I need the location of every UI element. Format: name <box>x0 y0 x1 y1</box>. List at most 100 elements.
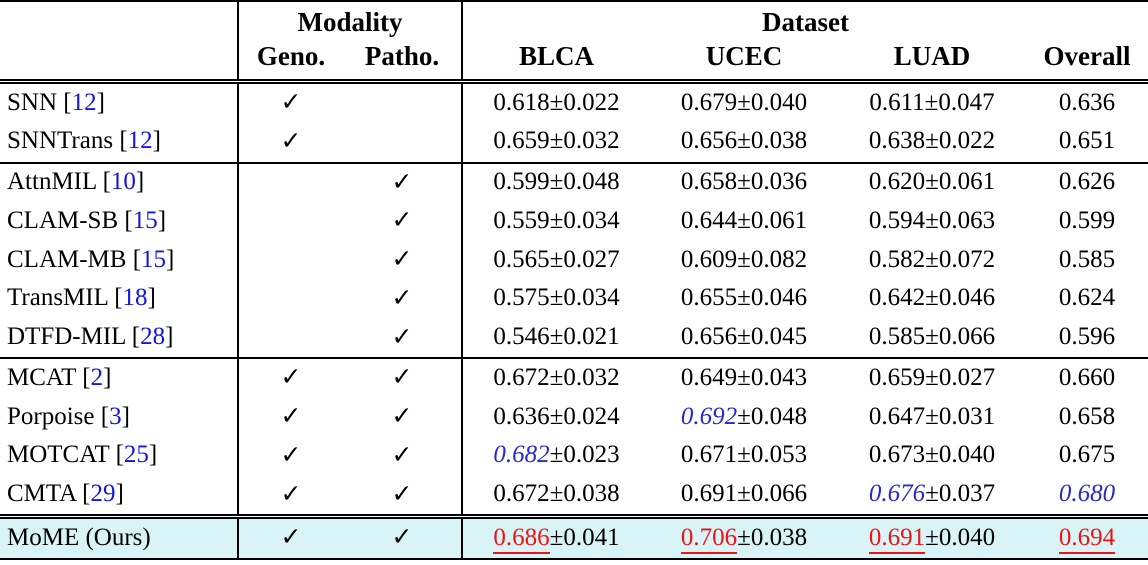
patho-check-cell: ✓ <box>343 437 462 476</box>
score-value: 0.647 <box>868 402 926 430</box>
method-name-cell: MCAT [2] <box>0 357 238 398</box>
table-row: MoME (Ours) ✓ ✓ 0.686±0.041 0.706±0.038 0.691… <box>0 514 1148 559</box>
score-std: ±0.036 <box>737 168 808 195</box>
score-cell: 0.676±0.037 <box>838 476 1026 517</box>
score-cell: 0.594±0.063 <box>838 202 1026 241</box>
citation-link[interactable]: 2 <box>90 363 104 391</box>
score-value: 0.644 <box>680 206 738 234</box>
citation-link[interactable]: 15 <box>141 245 167 273</box>
table-row: MOTCAT [25] ✓ ✓ 0.682±0.023 0.671±0.053 0.673… <box>0 436 1148 476</box>
score-std: ±0.046 <box>925 284 996 312</box>
score-value: 0.642 <box>868 284 926 312</box>
overall-score-cell: 0.599 <box>1026 202 1148 241</box>
score-std: ±0.038 <box>737 523 808 551</box>
checkmark-icon: ✓ <box>280 401 302 430</box>
patho-check-cell: ✓ <box>343 280 462 319</box>
checkmark-icon: ✓ <box>391 205 413 235</box>
score-std: ±0.040 <box>925 441 996 469</box>
header-group-row: Modality Dataset <box>0 1 1148 39</box>
score-cell: 0.618±0.022 <box>461 81 650 123</box>
citation-link[interactable]: 12 <box>71 88 97 116</box>
checkmark-icon: ✓ <box>280 522 302 552</box>
geno-check-cell: ✓ <box>237 514 343 559</box>
citation-link[interactable]: 28 <box>140 323 166 350</box>
score-std: ±0.024 <box>549 402 620 430</box>
score-value: 0.638 <box>868 127 926 155</box>
score-cell: 0.582±0.072 <box>838 241 1026 280</box>
overall-column-header: Overall <box>1026 39 1148 84</box>
citation-link[interactable]: 10 <box>110 168 136 195</box>
method-name-cell: MoME (Ours) <box>0 514 238 559</box>
score-std: ±0.022 <box>925 127 996 155</box>
overall-score-value: 0.624 <box>1058 284 1116 312</box>
patho-check-cell: ✓ <box>343 241 462 280</box>
geno-column-header: Geno. <box>237 39 343 84</box>
table-row: CLAM-MB [15] ✓ 0.565±0.027 0.609±0.082 0.582… <box>0 241 1148 280</box>
overall-score-cell: 0.680 <box>1026 476 1148 517</box>
score-cell: 0.691±0.040 <box>838 514 1026 559</box>
patho-check-cell <box>343 82 462 123</box>
citation-link[interactable]: 3 <box>109 402 122 430</box>
modality-group-header: Modality <box>237 1 462 39</box>
score-std: ±0.038 <box>737 127 808 155</box>
score-cell: 0.611±0.047 <box>838 82 1026 123</box>
method-name-cell: DTFD-MIL [28] <box>7 323 174 350</box>
table-row: MCAT [2] ✓ ✓ 0.672±0.032 0.649±0.043 0.659±0.… <box>0 357 1148 398</box>
overall-score-value: 0.585 <box>1058 245 1116 273</box>
overall-score-value: 0.660 <box>1058 363 1116 391</box>
citation-link[interactable]: 12 <box>127 127 153 155</box>
overall-score-value: 0.658 <box>1058 402 1116 430</box>
score-std: ±0.043 <box>737 363 808 391</box>
score-std: ±0.072 <box>925 245 996 273</box>
citation-link[interactable]: 18 <box>122 284 148 312</box>
method-name: CLAM-SB <box>7 206 119 234</box>
score-value: 0.636 <box>493 402 550 430</box>
score-cell: 0.636±0.024 <box>461 398 650 437</box>
score-cell: 0.638±0.022 <box>838 123 1026 163</box>
geno-check-cell: ✓ <box>237 436 343 476</box>
ucec-column-header: UCEC <box>650 39 838 84</box>
patho-check-cell <box>343 123 462 163</box>
geno-check-cell: ✓ <box>237 357 343 398</box>
score-cell: 0.642±0.046 <box>838 280 1026 319</box>
score-cell: 0.649±0.043 <box>650 357 838 398</box>
method-name: DTFD-MIL <box>7 323 126 350</box>
score-value: 0.656 <box>680 127 738 155</box>
method-name: SNNTrans <box>7 127 114 155</box>
score-value: 0.618 <box>493 88 550 116</box>
patho-check-cell: ✓ <box>343 161 462 203</box>
geno-check-cell <box>237 202 343 241</box>
table-row: SNNTrans [12] ✓ 0.659±0.032 0.656±0.038 0.63… <box>0 122 1148 163</box>
patho-check-cell: ✓ <box>343 202 462 241</box>
score-cell: 0.585±0.066 <box>838 319 1026 359</box>
citation-link[interactable]: 15 <box>132 206 158 234</box>
overall-score-cell: 0.651 <box>1026 123 1148 163</box>
score-std: ±0.027 <box>925 363 996 391</box>
score-value: 0.649 <box>680 363 738 391</box>
patho-check-cell: ✓ <box>343 514 462 559</box>
score-std: ±0.041 <box>549 523 620 551</box>
table-row: Porpoise [3] ✓ ✓ 0.636±0.024 0.692±0.048 0.64… <box>0 398 1148 437</box>
checkmark-icon: ✓ <box>391 362 413 392</box>
score-value: 0.609 <box>680 245 738 273</box>
score-value: 0.565 <box>493 245 550 273</box>
method-name: AttnMIL <box>7 168 97 195</box>
citation-link[interactable]: 29 <box>90 480 116 507</box>
citation-link[interactable]: 25 <box>123 441 149 469</box>
method-name-cell: SNNTrans [12] <box>7 127 161 155</box>
score-cell: 0.609±0.082 <box>650 241 838 280</box>
method-name: Porpoise <box>7 402 95 430</box>
overall-score-cell: 0.596 <box>1026 319 1148 359</box>
checkmark-icon: ✓ <box>280 362 302 392</box>
score-cell: 0.686±0.041 <box>461 514 650 559</box>
score-value: 0.679 <box>680 88 738 116</box>
score-std: ±0.046 <box>737 284 808 312</box>
score-cell: 0.644±0.061 <box>650 202 838 241</box>
checkmark-icon: ✓ <box>391 401 413 430</box>
score-std: ±0.061 <box>737 206 808 234</box>
checkmark-icon: ✓ <box>280 125 302 155</box>
score-cell: 0.679±0.040 <box>650 82 838 123</box>
table-body: SNN [12] ✓ 0.618±0.022 0.679±0.040 0.611±0.0… <box>0 81 1148 559</box>
